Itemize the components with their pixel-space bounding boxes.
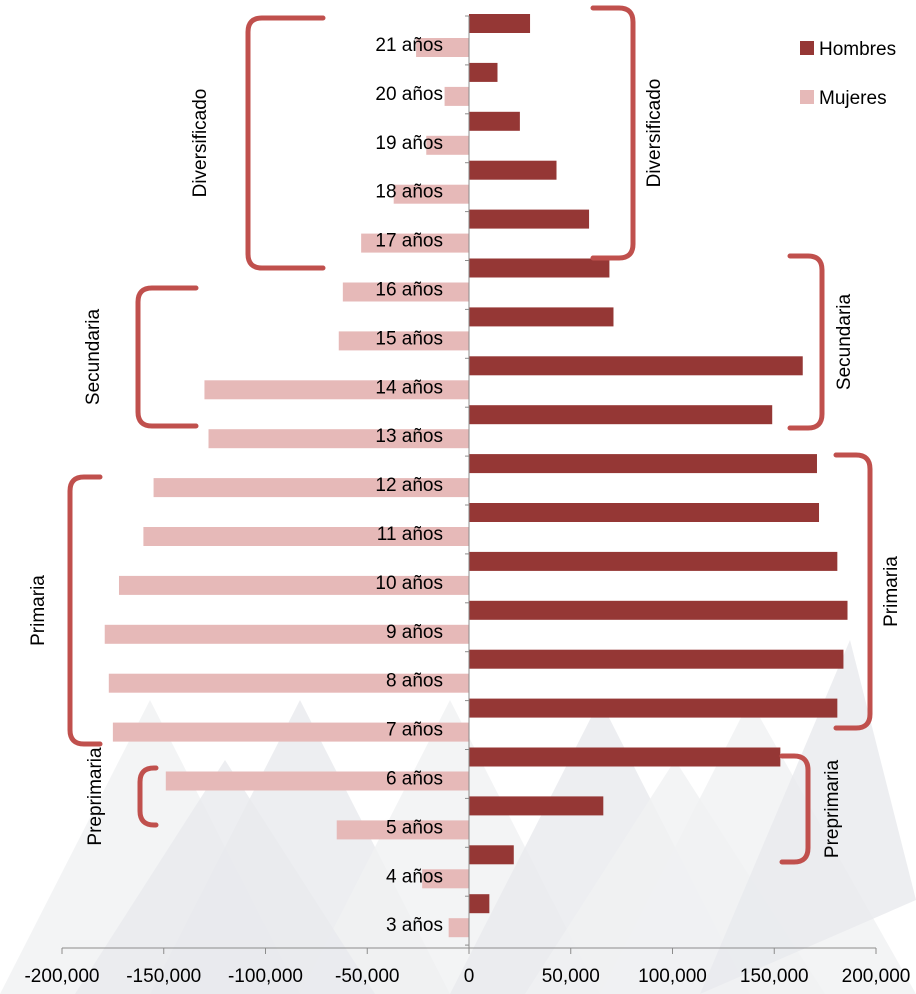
bar-mujeres bbox=[153, 478, 469, 498]
age-category-label: 10 años bbox=[375, 573, 443, 594]
age-category-label: 21 años bbox=[375, 35, 443, 56]
age-category-label: 12 años bbox=[375, 475, 443, 496]
left-bracket bbox=[137, 765, 159, 828]
bar-hombres bbox=[469, 845, 514, 865]
x-tick-label: 200,000 bbox=[842, 966, 911, 987]
bar-mujeres bbox=[393, 184, 469, 204]
bar-mujeres bbox=[448, 918, 469, 938]
age-category-label: 20 años bbox=[375, 84, 443, 105]
brackets-group: Diversificado Secundaria Primaria Preprimar… bbox=[28, 5, 902, 865]
right-bracket-label: Diversificado bbox=[644, 79, 665, 188]
axes-group: -200,000 -150,000 -100,000 -50,000 0 50,000 10… bbox=[24, 15, 911, 987]
legend-label: Hombres bbox=[819, 39, 896, 60]
right-bracket bbox=[779, 753, 811, 865]
x-tick-label: -200,000 bbox=[24, 966, 99, 987]
bar-mujeres bbox=[422, 869, 469, 889]
age-category-label: 9 años bbox=[386, 622, 443, 643]
x-tick-label: -150,000 bbox=[126, 966, 201, 987]
x-tick-label: 100,000 bbox=[638, 966, 707, 987]
bar-hombres bbox=[469, 307, 614, 327]
bar-mujeres bbox=[338, 331, 469, 351]
left-bracket-label: Primaria bbox=[28, 575, 49, 646]
left-bracket-label: Diversificado bbox=[190, 89, 211, 198]
age-category-label: 13 años bbox=[375, 426, 443, 447]
legend-label: Mujeres bbox=[819, 88, 887, 109]
bar-mujeres bbox=[165, 771, 469, 791]
bar-hombres bbox=[469, 14, 531, 33]
bar-mujeres bbox=[204, 380, 469, 400]
age-category-label: 15 años bbox=[375, 328, 443, 349]
bar-hombres bbox=[469, 111, 520, 131]
age-category-label: 16 años bbox=[375, 280, 443, 301]
bar-hombres bbox=[469, 551, 838, 571]
bar-mujeres bbox=[104, 624, 470, 644]
age-category-label: 6 años bbox=[386, 769, 443, 790]
age-category-label: 14 años bbox=[375, 377, 443, 398]
bar-hombres bbox=[469, 209, 590, 229]
bar-mujeres bbox=[342, 282, 469, 302]
bar-mujeres bbox=[416, 38, 469, 57]
bar-hombres bbox=[469, 649, 844, 669]
bar-mujeres bbox=[118, 575, 469, 595]
x-tick-label: -50,000 bbox=[335, 966, 399, 987]
bar-hombres bbox=[469, 747, 781, 767]
left-bracket bbox=[245, 15, 326, 271]
bar-hombres bbox=[469, 405, 773, 425]
left-bracket bbox=[67, 474, 103, 747]
legend-swatch-hombres bbox=[800, 41, 814, 55]
age-category-label: 17 años bbox=[375, 231, 443, 252]
bar-mujeres bbox=[143, 527, 469, 546]
bar-hombres bbox=[469, 160, 557, 180]
age-category-label: 4 años bbox=[386, 866, 443, 887]
bar-hombres bbox=[469, 503, 820, 522]
x-tick-label: 150,000 bbox=[740, 966, 809, 987]
bar-mujeres bbox=[361, 233, 469, 253]
background-triangle bbox=[75, 760, 375, 994]
bar-hombres bbox=[469, 600, 848, 620]
bar-mujeres bbox=[112, 722, 469, 742]
x-tick-label: 50,000 bbox=[542, 966, 600, 987]
left-bracket-label: Preprimaria bbox=[85, 747, 106, 846]
legend-swatch-mujeres bbox=[800, 90, 814, 104]
right-bracket-label: Secundaria bbox=[834, 294, 855, 391]
bar-hombres bbox=[469, 796, 604, 816]
category-labels-group: 3 años 4 años 5 años 6 años 7 años 8 años 9 añ… bbox=[375, 35, 443, 936]
bar-mujeres bbox=[208, 429, 469, 449]
bar-mujeres bbox=[426, 135, 469, 155]
bar-hombres bbox=[469, 894, 490, 914]
bar-mujeres bbox=[108, 673, 470, 693]
right-bracket bbox=[833, 452, 873, 731]
legend: Hombres Mujeres bbox=[800, 39, 896, 109]
age-category-label: 8 años bbox=[386, 671, 443, 692]
age-category-label: 3 años bbox=[386, 915, 443, 936]
x-tick-label: -100,000 bbox=[228, 966, 303, 987]
bar-mujeres bbox=[444, 86, 469, 106]
age-category-label: 7 años bbox=[386, 720, 443, 741]
x-tick-label: 0 bbox=[464, 966, 475, 987]
right-bracket bbox=[590, 5, 636, 261]
age-category-label: 18 años bbox=[375, 182, 443, 203]
age-category-label: 5 años bbox=[386, 817, 443, 838]
bar-mujeres bbox=[336, 820, 469, 840]
right-bracket-label: Preprimaria bbox=[822, 759, 843, 858]
bar-hombres bbox=[469, 356, 803, 376]
age-category-label: 19 años bbox=[375, 133, 443, 154]
age-category-label: 11 años bbox=[377, 524, 443, 545]
bar-hombres bbox=[469, 454, 817, 474]
bar-hombres bbox=[469, 62, 498, 82]
bar-hombres bbox=[469, 698, 838, 718]
bar-hombres bbox=[469, 258, 610, 278]
right-bracket-label: Primaria bbox=[881, 556, 902, 627]
bars-group bbox=[104, 14, 848, 938]
right-bracket bbox=[787, 253, 825, 431]
background-pattern bbox=[0, 640, 916, 994]
left-bracket-label: Secundaria bbox=[83, 309, 104, 406]
left-bracket bbox=[135, 285, 199, 429]
